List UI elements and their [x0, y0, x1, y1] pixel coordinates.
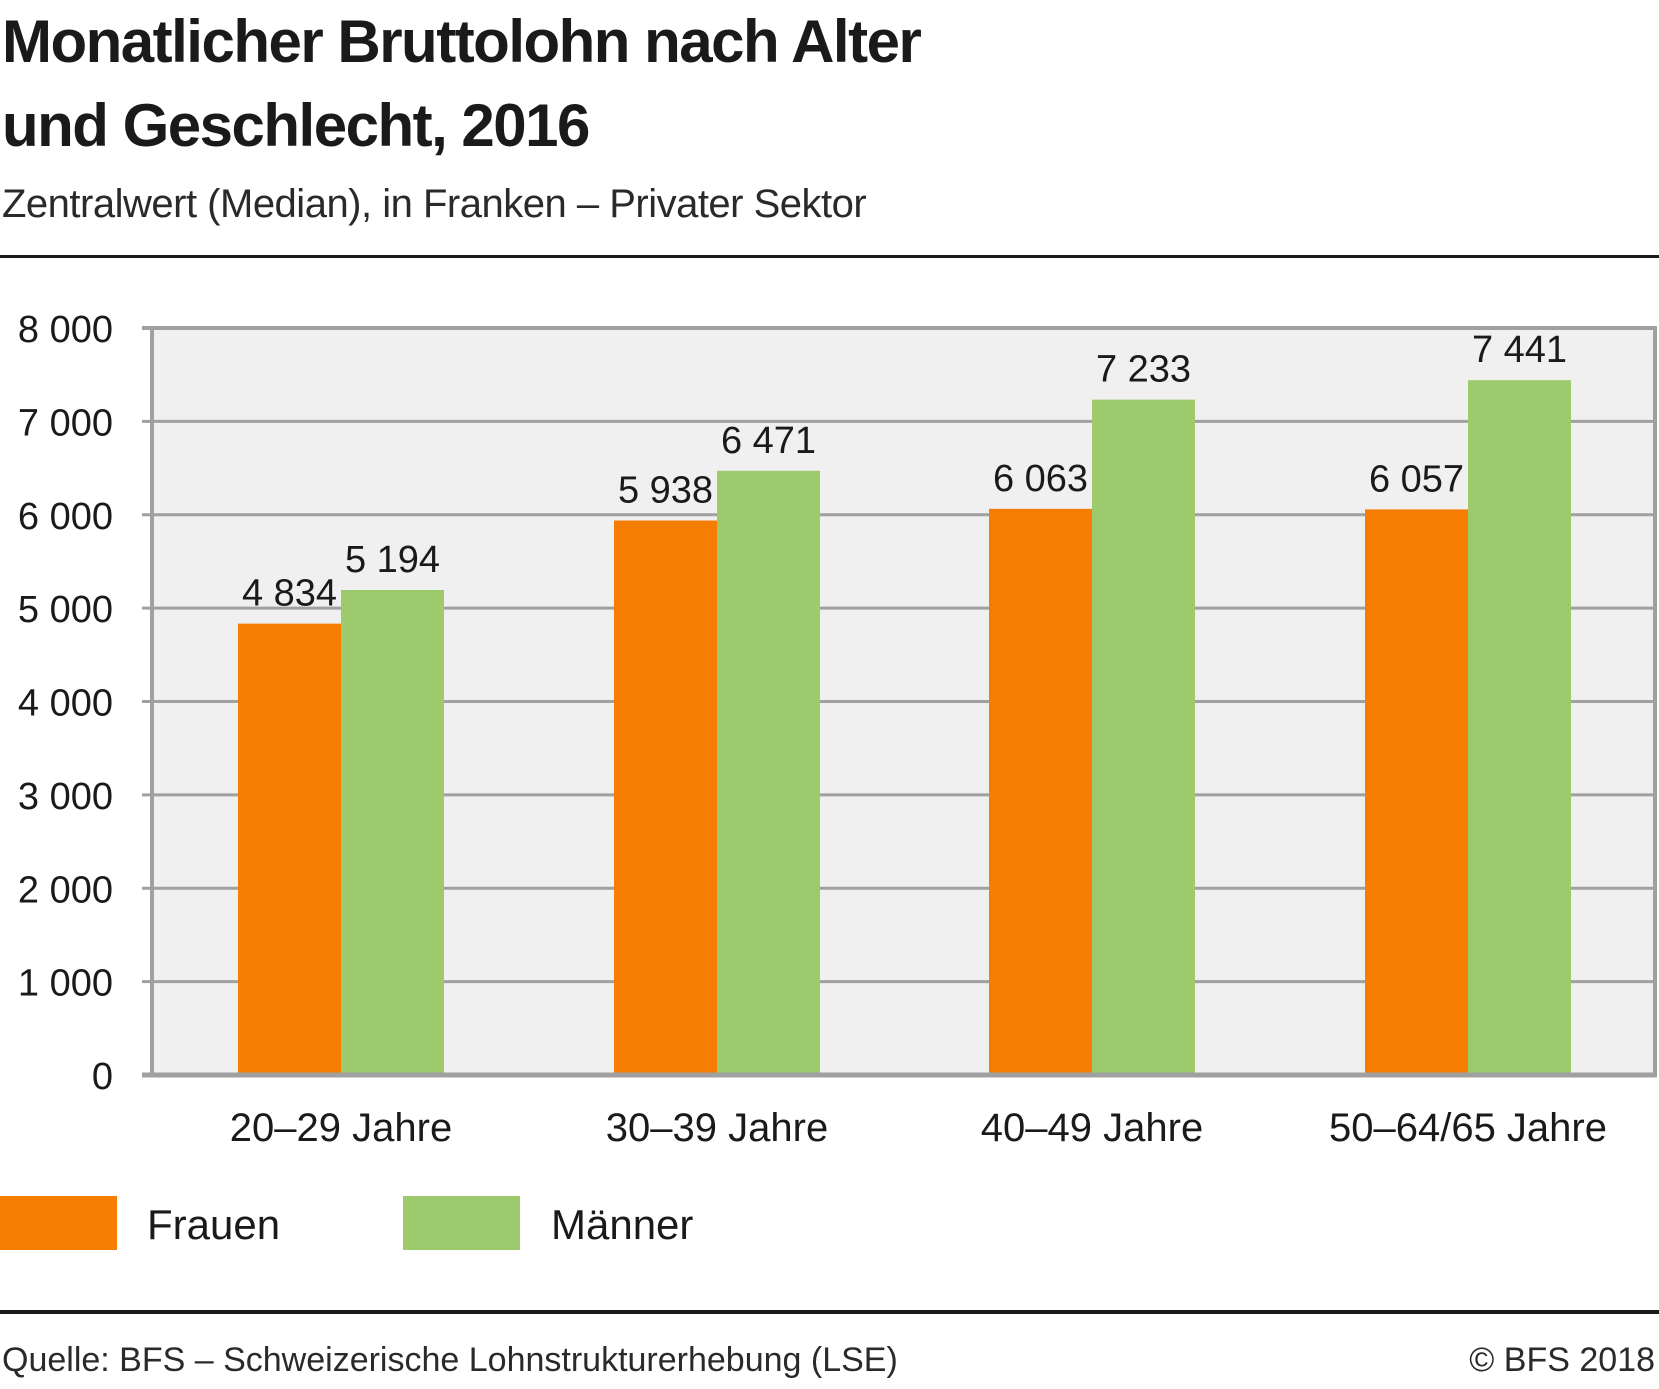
data-label: 7 441 [1472, 329, 1567, 371]
data-label: 4 834 [242, 573, 337, 615]
y-tick-label: 0 [92, 1056, 113, 1098]
y-tick-label: 4 000 [18, 683, 113, 725]
data-label-background [714, 423, 823, 458]
legend-item-maenner: Männer [403, 1196, 743, 1250]
legend-item-frauen: Frauen [0, 1196, 300, 1250]
data-label: 7 233 [1096, 349, 1191, 391]
data-label: 5 194 [345, 539, 440, 581]
chart-title-line-1: Monatlicher Bruttolohn nach Alter [2, 8, 922, 75]
x-category-label: 20–29 Jahre [230, 1106, 452, 1150]
y-tick-label: 2 000 [18, 869, 113, 911]
data-label: 6 057 [1369, 458, 1464, 500]
data-label: 5 938 [618, 470, 713, 512]
legend-swatch-maenner [403, 1196, 520, 1250]
bar-mnner-0 [341, 590, 444, 1075]
y-tick-label: 5 000 [18, 589, 113, 631]
bottom-divider [0, 1310, 1659, 1314]
data-label: 6 471 [721, 420, 816, 462]
legend-label-frauen: Frauen [147, 1201, 281, 1248]
legend-swatch-frauen [0, 1196, 117, 1250]
bar-frauen-0 [238, 623, 341, 1075]
y-tick-label: 6 000 [18, 496, 113, 538]
chart-title-line-2: und Geschlecht, 2016 [2, 92, 590, 159]
chart-subtitle: Zentralwert (Median), in Franken – Priva… [2, 182, 867, 226]
y-tick-label: 3 000 [18, 776, 113, 818]
bar-mnner-3 [1468, 380, 1571, 1075]
legend-label-maenner: Männer [551, 1201, 694, 1248]
copyright-note: © BFS 2018 [1469, 1341, 1655, 1379]
y-tick-label: 1 000 [18, 963, 113, 1005]
bar-mnner-1 [717, 470, 820, 1075]
x-category-label: 40–49 Jahre [981, 1106, 1203, 1150]
chart-title: Monatlicher Bruttolohn nach Alter und Ge… [2, 0, 1302, 168]
x-category-label: 50–64/65 Jahre [1329, 1106, 1607, 1150]
bar-frauen-1 [614, 520, 717, 1075]
y-tick-label: 8 000 [18, 309, 113, 351]
bar-frauen-2 [989, 508, 1092, 1075]
bar-frauen-3 [1365, 509, 1468, 1075]
source-note: Quelle: BFS – Schweizerische Lohnstruktu… [2, 1341, 898, 1379]
x-category-label: 30–39 Jahre [606, 1106, 828, 1150]
y-tick-label: 7 000 [18, 402, 113, 444]
bar-mnner-2 [1092, 399, 1195, 1075]
top-divider [0, 255, 1659, 258]
data-label: 6 063 [993, 458, 1088, 500]
